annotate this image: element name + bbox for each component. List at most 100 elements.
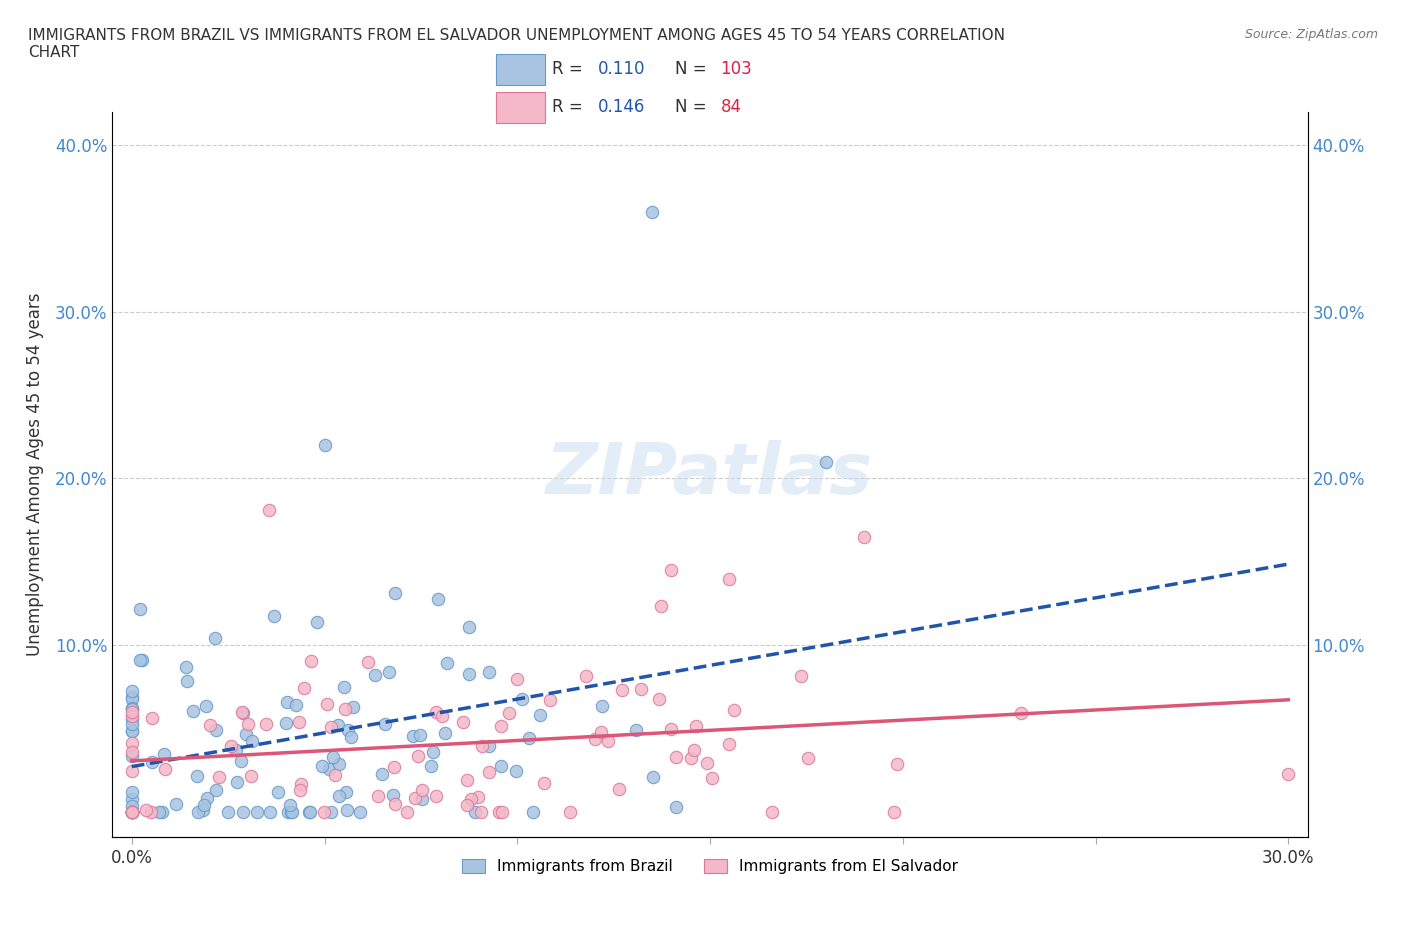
Immigrants from Brazil [121, 804, 143, 819]
Immigrants from El Salvador [406, 749, 429, 764]
Immigrants from Brazil [332, 680, 354, 695]
Y-axis label: Unemployment Among Ages 45 to 54 years: Unemployment Among Ages 45 to 54 years [25, 293, 44, 656]
Immigrants from Brazil [517, 731, 540, 746]
Immigrants from El Salvador [1010, 705, 1032, 720]
Immigrants from Brazil [314, 438, 336, 453]
Immigrants from Brazil [814, 455, 837, 470]
Immigrants from El Salvador [1277, 767, 1299, 782]
Immigrants from El Salvador [323, 767, 346, 782]
Immigrants from El Salvador [538, 692, 561, 707]
Immigrants from El Salvador [367, 789, 389, 804]
Immigrants from Brazil [176, 674, 198, 689]
Immigrants from Brazil [641, 769, 664, 784]
Immigrants from Brazil [150, 804, 173, 819]
Immigrants from Brazil [121, 711, 143, 726]
Immigrants from El Salvador [257, 502, 280, 517]
Immigrants from Brazil [422, 744, 444, 759]
Immigrants from Brazil [318, 761, 340, 776]
Immigrants from El Salvador [141, 711, 163, 726]
Immigrants from El Salvador [718, 737, 741, 751]
Immigrants from Brazil [591, 698, 613, 713]
Immigrants from Brazil [148, 804, 170, 819]
Immigrants from Brazil [281, 804, 304, 819]
Immigrants from El Salvador [404, 790, 426, 805]
Immigrants from Brazil [129, 602, 152, 617]
Immigrants from El Salvador [702, 771, 724, 786]
Immigrants from El Salvador [696, 755, 718, 770]
Immigrants from Brazil [204, 631, 226, 645]
Immigrants from El Salvador [533, 776, 555, 790]
Immigrants from El Salvador [396, 804, 419, 819]
Immigrants from El Salvador [208, 770, 231, 785]
Immigrants from Brazil [232, 706, 254, 721]
Immigrants from El Salvador [797, 751, 820, 765]
Immigrants from Brazil [339, 729, 361, 744]
Immigrants from Brazil [299, 804, 322, 819]
Immigrants from El Salvador [506, 671, 529, 686]
Immigrants from El Salvador [239, 769, 262, 784]
Immigrants from El Salvador [491, 804, 513, 819]
Immigrants from El Salvador [610, 683, 633, 698]
Immigrants from Brazil [478, 665, 501, 680]
Immigrants from El Salvador [460, 791, 482, 806]
Immigrants from Brazil [141, 754, 163, 769]
Immigrants from Brazil [378, 665, 401, 680]
Immigrants from Brazil [128, 653, 150, 668]
Immigrants from El Salvador [478, 764, 501, 779]
Immigrants from El Salvador [121, 804, 143, 819]
Immigrants from Brazil [426, 591, 449, 606]
Immigrants from El Salvador [198, 717, 221, 732]
Immigrants from El Salvador [456, 798, 478, 813]
Immigrants from El Salvador [319, 720, 342, 735]
Text: ZIPatlas: ZIPatlas [547, 440, 873, 509]
Immigrants from El Salvador [290, 777, 312, 791]
Immigrants from El Salvador [121, 709, 143, 724]
Immigrants from Brazil [181, 703, 204, 718]
Immigrants from El Salvador [681, 751, 703, 765]
Text: 0.110: 0.110 [598, 60, 645, 78]
Immigrants from El Salvador [121, 804, 143, 819]
Immigrants from El Salvador [853, 529, 876, 544]
Immigrants from Brazil [187, 804, 209, 819]
Immigrants from Brazil [277, 804, 299, 819]
Immigrants from Brazil [121, 684, 143, 698]
Immigrants from Brazil [298, 804, 321, 819]
Immigrants from Brazil [349, 804, 371, 819]
Text: R =: R = [551, 60, 588, 78]
Immigrants from Brazil [510, 691, 533, 706]
Immigrants from El Salvador [315, 697, 337, 711]
Immigrants from Brazil [121, 716, 143, 731]
Immigrants from El Salvador [489, 719, 512, 734]
Text: 84: 84 [721, 98, 741, 115]
Immigrants from El Salvador [883, 804, 905, 819]
Immigrants from Brazil [121, 701, 143, 716]
Immigrants from El Salvador [886, 756, 908, 771]
Immigrants from Brazil [121, 692, 143, 707]
Immigrants from El Salvador [121, 804, 143, 819]
Immigrants from Brazil [121, 791, 143, 806]
Immigrants from El Salvador [290, 782, 312, 797]
Immigrants from El Salvador [467, 790, 489, 804]
Immigrants from El Salvador [607, 782, 630, 797]
Immigrants from Brazil [225, 743, 247, 758]
Immigrants from El Salvador [685, 719, 707, 734]
Immigrants from El Salvador [451, 714, 474, 729]
Immigrants from Brazil [336, 803, 359, 817]
Immigrants from Brazil [193, 803, 215, 817]
Immigrants from Brazil [263, 609, 285, 624]
Immigrants from Brazil [322, 750, 344, 764]
Immigrants from Brazil [205, 783, 228, 798]
Immigrants from Brazil [121, 799, 143, 814]
Immigrants from Brazil [409, 727, 432, 742]
Immigrants from Brazil [121, 785, 143, 800]
Immigrants from Brazil [205, 723, 228, 737]
Immigrants from El Salvador [357, 655, 380, 670]
FancyBboxPatch shape [495, 92, 544, 123]
Immigrants from Brazil [121, 804, 143, 819]
Immigrants from Brazil [641, 205, 664, 219]
Immigrants from Brazil [491, 758, 513, 773]
Immigrants from Brazil [436, 656, 458, 671]
Immigrants from Brazil [328, 757, 350, 772]
Immigrants from El Salvador [661, 722, 683, 737]
Immigrants from El Salvador [630, 681, 652, 696]
